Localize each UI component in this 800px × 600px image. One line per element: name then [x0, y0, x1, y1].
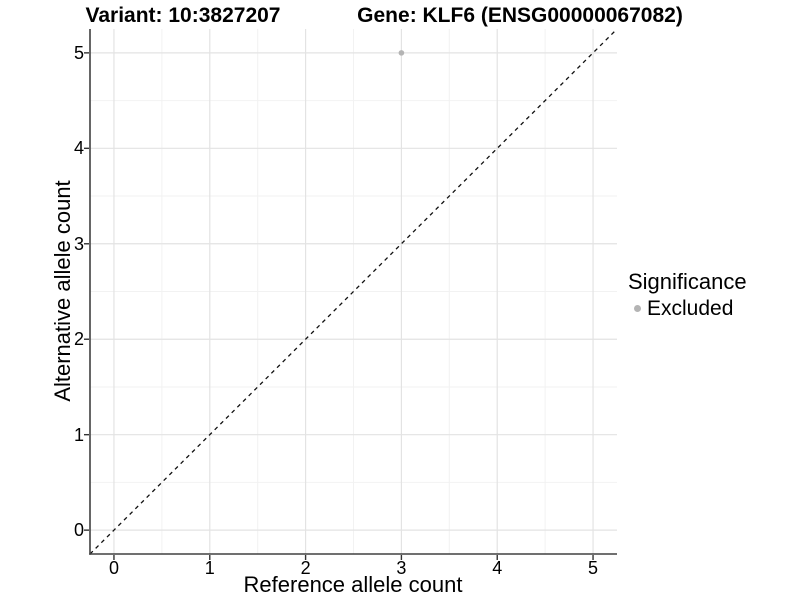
x-axis-title: Reference allele count [243, 572, 463, 597]
y-tick-label: 4 [73, 138, 84, 159]
x-tick-label: 0 [108, 558, 119, 578]
y-tick-label: 2 [73, 329, 84, 350]
data-point-excluded [398, 50, 405, 56]
x-tick-label: 4 [492, 558, 503, 578]
x-tick-label: 1 [204, 558, 215, 578]
legend-item-label: Excluded [647, 297, 734, 320]
y-tick-label: 0 [73, 520, 84, 541]
legend-item-excluded: Excluded [628, 296, 747, 321]
plot-title-variant: Variant: 10:3827207 [85, 4, 281, 27]
y-tick-label: 3 [73, 233, 84, 254]
y-axis-title: Alternative allele count [50, 180, 75, 402]
identity-dashed-line [89, 28, 618, 555]
legend-title: Significance [628, 269, 747, 294]
x-tick-label: 2 [300, 558, 311, 578]
legend: Significance Excluded [628, 268, 747, 321]
y-tick-label: 5 [73, 42, 84, 63]
x-tick-label: 5 [588, 558, 599, 578]
y-tick-label: 1 [73, 424, 84, 445]
plot-title-gene: Gene: KLF6 (ENSG00000067082) [357, 4, 683, 27]
excluded-point-marker-icon [634, 305, 641, 312]
x-tick-label: 3 [396, 558, 407, 578]
